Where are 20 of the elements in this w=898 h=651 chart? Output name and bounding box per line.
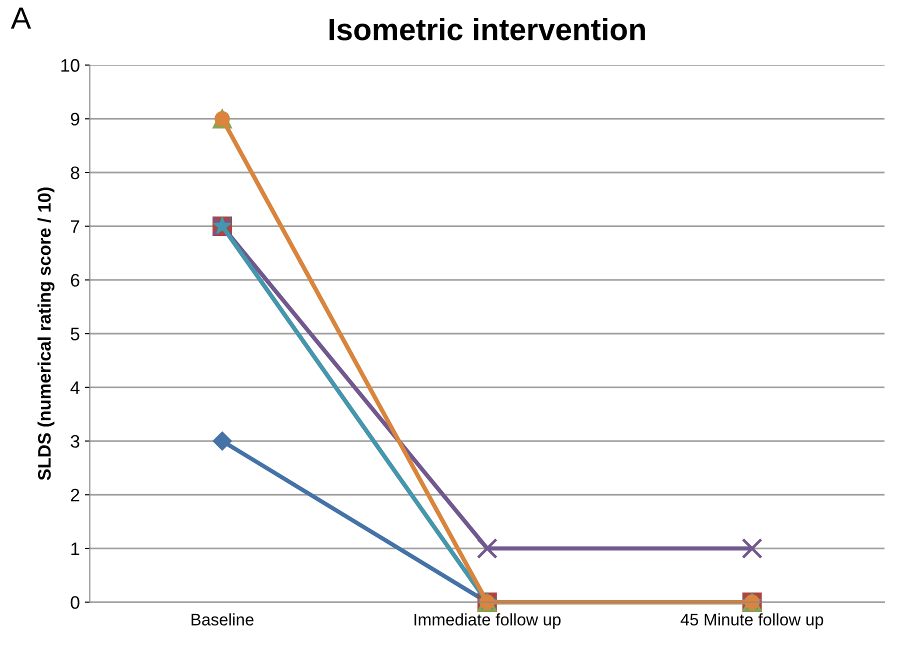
point — [212, 432, 232, 451]
y-tick-label: 2 — [70, 488, 80, 502]
y-tick-label: 5 — [70, 328, 80, 340]
x-tick-label: Baseline — [192, 613, 254, 626]
y-tick-label: 7 — [70, 220, 80, 233]
y-tick-label: 10 — [61, 59, 80, 72]
x-tick-label: 45 Minute follow up — [680, 613, 824, 629]
y-tick-label: 9 — [70, 112, 80, 126]
x-tick-label: Immediate follow up — [414, 613, 561, 629]
y-tick-label: 4 — [70, 381, 80, 394]
y-tick-label: 8 — [70, 166, 80, 180]
point — [742, 538, 762, 559]
y-tick-label: 1 — [71, 542, 80, 556]
text: A — [10, 8, 32, 29]
y-axis-title: SLDS (numerical rating score / 10) — [38, 188, 54, 480]
point — [476, 538, 498, 559]
y-tick-label: 6 — [70, 274, 80, 287]
y-tick-label: 3 — [70, 434, 80, 448]
chart-title: Isometric intervention — [330, 18, 645, 40]
y-tick-label: 0 — [70, 596, 80, 609]
